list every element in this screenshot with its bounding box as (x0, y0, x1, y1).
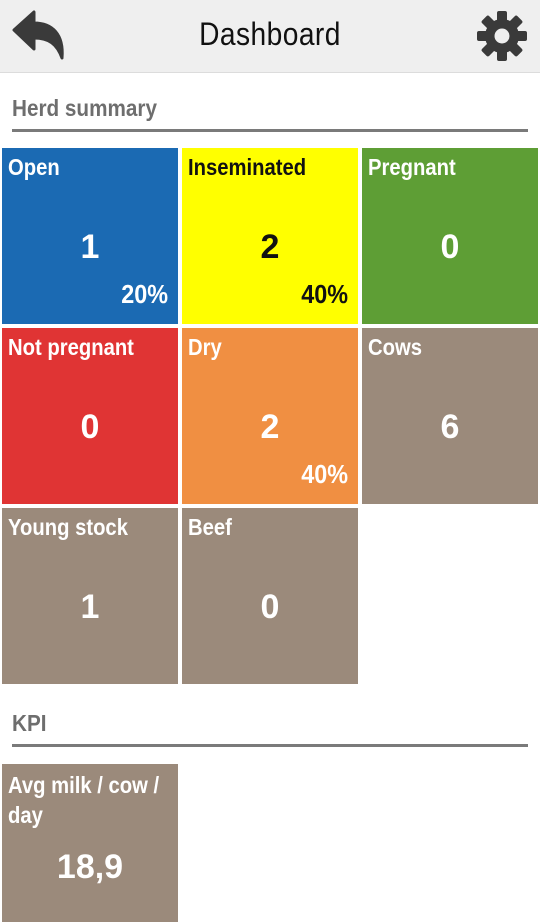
tile-percent: 40% (301, 279, 348, 309)
tile-value: 18,9 (56, 848, 124, 886)
tile-value: 1 (80, 228, 100, 266)
tile-value: 1 (80, 588, 100, 626)
tile-value: 6 (440, 408, 460, 446)
tile-label: Open (8, 154, 60, 180)
tile-value: 0 (260, 588, 280, 626)
tile-percent: 20% (121, 279, 168, 309)
section-divider (12, 744, 528, 747)
tile-value: 0 (80, 408, 100, 446)
tile-label: Young stock (8, 514, 128, 540)
back-button[interactable] (8, 8, 70, 66)
tile-label: Inseminated (188, 154, 307, 180)
tile-dry[interactable]: Dry 2 40% (182, 328, 358, 504)
tile-label: Beef (188, 514, 232, 540)
tile-avg-milk[interactable]: Avg milk / cow / day 18,9 (2, 764, 178, 922)
gear-icon (477, 11, 527, 61)
tile-label: Not pregnant (8, 334, 134, 360)
tile-beef[interactable]: Beef 0 (182, 508, 358, 684)
tile-pregnant[interactable]: Pregnant 0 (362, 148, 538, 324)
tile-not-pregnant[interactable]: Not pregnant 0 (2, 328, 178, 504)
section-title-herd-summary: Herd summary (12, 95, 157, 121)
tile-young-stock[interactable]: Young stock 1 (2, 508, 178, 684)
tile-cows[interactable]: Cows 6 (362, 328, 538, 504)
tile-label: Cows (368, 334, 422, 360)
tile-value: 2 (260, 408, 280, 446)
page-title: Dashboard (199, 16, 341, 52)
tile-percent: 40% (301, 459, 348, 489)
settings-button[interactable] (474, 8, 530, 64)
tile-label: Pregnant (368, 154, 456, 180)
back-arrow-icon (12, 10, 64, 60)
section-divider (12, 129, 528, 132)
section-title-kpi: KPI (12, 710, 47, 736)
tile-label: Dry (188, 334, 222, 360)
tile-open[interactable]: Open 1 20% (2, 148, 178, 324)
tile-value: 0 (440, 228, 460, 266)
top-bar: Dashboard (0, 0, 540, 73)
tile-inseminated[interactable]: Inseminated 2 40% (182, 148, 358, 324)
tile-value: 2 (260, 228, 280, 266)
tile-label: Avg milk / cow / day (8, 772, 160, 828)
